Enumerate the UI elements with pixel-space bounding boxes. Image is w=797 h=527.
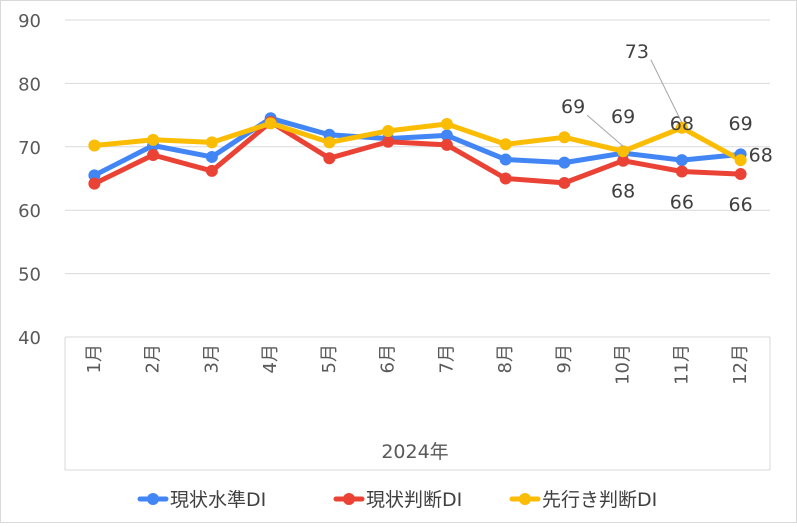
x-axis-title: 2024年 xyxy=(381,441,448,463)
y-tick-label: 90 xyxy=(18,11,41,32)
data-point xyxy=(675,121,688,134)
x-tick-label: 9月 xyxy=(554,344,575,373)
data-point xyxy=(558,176,571,189)
legend-label: 先行き判断DI xyxy=(542,489,657,511)
x-axis: 1月 2月 3月 4月 5月 6月 7月 8月 9月 10月 11月 12月 xyxy=(64,337,771,471)
data-point xyxy=(440,117,453,130)
data-label: 73 xyxy=(625,41,649,63)
data-point xyxy=(499,138,512,151)
data-point xyxy=(440,129,453,142)
data-label: 68 xyxy=(749,144,773,166)
data-point xyxy=(88,139,101,152)
x-tick-label: 2月 xyxy=(143,344,164,373)
y-tick-label: 40 xyxy=(18,328,41,349)
x-tick-label: 6月 xyxy=(378,344,399,373)
x-tick-label: 12月 xyxy=(730,344,751,385)
data-point xyxy=(205,164,218,177)
data-point xyxy=(88,169,101,182)
data-point xyxy=(558,131,571,144)
legend-marker xyxy=(343,493,355,505)
data-label: 69 xyxy=(561,96,585,118)
data-point xyxy=(440,138,453,151)
legend-label: 現状水準DI xyxy=(170,489,266,511)
x-tick-label: 4月 xyxy=(260,344,281,373)
gridlines xyxy=(65,19,770,338)
y-axis-ticks: 40 50 60 70 80 90 xyxy=(18,11,41,349)
data-point xyxy=(323,136,336,149)
data-point xyxy=(264,117,277,130)
data-point xyxy=(734,154,747,167)
x-tick-label: 10月 xyxy=(613,344,634,385)
y-tick-label: 80 xyxy=(18,74,41,95)
data-point xyxy=(499,153,512,166)
x-tick-label: 1月 xyxy=(84,344,105,373)
data-point xyxy=(499,172,512,185)
y-tick-label: 60 xyxy=(18,201,41,222)
x-tick-label: 5月 xyxy=(319,344,340,373)
data-label: 69 xyxy=(729,113,753,135)
x-tick-label: 8月 xyxy=(495,344,516,373)
x-tick-label: 7月 xyxy=(436,344,457,373)
x-tick-label: 11月 xyxy=(671,344,692,385)
series-line-3 xyxy=(91,120,744,163)
data-point xyxy=(675,165,688,178)
legend-label: 現状判断DI xyxy=(366,489,462,511)
legend-marker xyxy=(519,493,531,505)
leader-line xyxy=(586,114,624,147)
legend: 現状水準DI 現状判断DI 先行き判断DI xyxy=(137,489,657,511)
data-labels: 69 68 68 68 66 66 69 73 69 xyxy=(561,41,773,216)
data-label: 66 xyxy=(670,192,694,214)
data-point xyxy=(617,145,630,158)
data-point xyxy=(734,168,747,181)
data-point xyxy=(382,135,395,148)
data-point xyxy=(205,150,218,163)
data-point xyxy=(558,156,571,169)
data-label: 69 xyxy=(611,106,635,128)
data-point xyxy=(382,124,395,137)
data-point xyxy=(147,149,160,162)
data-point xyxy=(323,152,336,165)
leader-line xyxy=(650,59,683,124)
y-tick-label: 50 xyxy=(18,265,41,286)
data-point xyxy=(147,133,160,146)
data-label: 66 xyxy=(729,194,753,216)
data-point xyxy=(675,154,688,167)
legend-marker xyxy=(147,493,159,505)
data-point xyxy=(617,154,630,167)
data-label: 68 xyxy=(611,181,635,203)
y-tick-label: 70 xyxy=(18,138,41,159)
series-lines xyxy=(88,112,747,190)
x-tick-label: 3月 xyxy=(201,344,222,373)
data-label: 68 xyxy=(670,113,694,135)
series-line-1 xyxy=(91,115,744,178)
series-line-2 xyxy=(91,119,744,187)
data-point xyxy=(205,136,218,149)
data-point xyxy=(88,177,101,190)
